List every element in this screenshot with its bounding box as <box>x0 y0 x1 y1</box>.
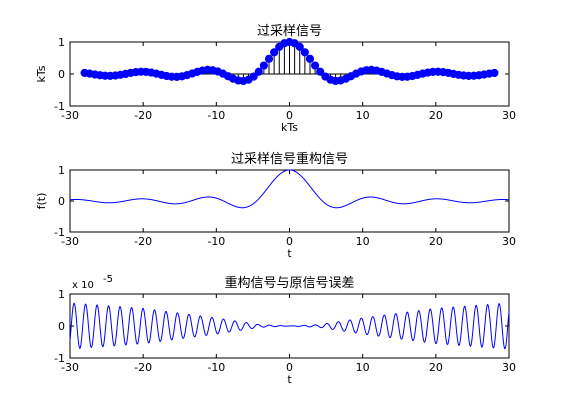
x-tick-label: 10 <box>356 235 370 248</box>
x-tick-label: 20 <box>429 361 443 374</box>
y-tick-label: 0 <box>58 195 65 208</box>
x-tick-label: 30 <box>502 235 516 248</box>
y-tick-label: 1 <box>58 36 65 49</box>
y-axis-label: kTs <box>35 65 48 82</box>
x-tick-label: -10 <box>207 361 225 374</box>
x-tick-label: 10 <box>356 361 370 374</box>
x-axis-label: t <box>287 247 292 260</box>
x-tick-label: 10 <box>356 109 370 122</box>
chart-title: 过采样信号 <box>257 24 322 39</box>
y-tick-label: 0 <box>58 68 65 81</box>
x-tick-label: 0 <box>286 361 293 374</box>
x-tick-label: 30 <box>502 109 516 122</box>
series-line <box>69 169 510 209</box>
x-tick-label: 0 <box>286 235 293 248</box>
x-tick-label: -10 <box>207 109 225 122</box>
y-exponent-label: x 10 <box>72 280 94 291</box>
x-tick-label: -10 <box>207 235 225 248</box>
y-exponent-power: -5 <box>103 274 113 285</box>
x-axis-label: kTs <box>281 121 298 134</box>
x-tick-label: -20 <box>134 235 152 248</box>
series-line <box>69 302 510 350</box>
axes-frame <box>69 169 510 233</box>
stem-marker <box>316 67 325 76</box>
stem-marker <box>490 68 499 78</box>
y-axis-label: f(t) <box>35 193 48 210</box>
chart-title: 重构信号与原信号误差 <box>224 275 354 291</box>
stem-marker <box>295 42 304 51</box>
x-axis-label: t <box>287 373 292 386</box>
y-tick-label: -1 <box>54 352 65 365</box>
stem-marker <box>259 61 268 70</box>
x-tick-label: -30 <box>61 361 79 374</box>
x-tick-label: -30 <box>61 109 79 122</box>
y-tick-label: 0 <box>58 320 65 333</box>
x-tick-label: 20 <box>429 109 443 122</box>
x-tick-label: 30 <box>502 361 516 374</box>
chart-title: 过采样信号重构信号 <box>231 151 348 167</box>
x-tick-label: -30 <box>61 235 79 248</box>
x-tick-label: 0 <box>286 109 293 122</box>
y-tick-label: -1 <box>54 226 65 239</box>
stem-marker <box>305 54 315 63</box>
stem-marker <box>270 48 279 57</box>
x-tick-label: -20 <box>134 361 152 374</box>
y-tick-label: -1 <box>54 100 65 113</box>
x-tick-label: -20 <box>134 109 152 122</box>
y-tick-label: 1 <box>58 164 65 177</box>
y-tick-label: 1 <box>58 288 65 301</box>
x-tick-label: 20 <box>429 235 443 248</box>
stem-marker <box>300 48 309 57</box>
stem-marker <box>254 67 263 76</box>
stem-marker <box>249 72 258 81</box>
stem-marker <box>264 54 274 63</box>
stem-marker <box>311 61 320 70</box>
